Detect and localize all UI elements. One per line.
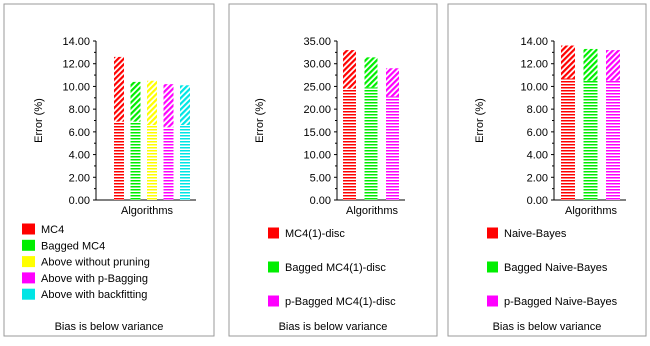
legend-label: Above with backfitting (41, 289, 147, 301)
legend-label: Bagged Naive-Bayes (504, 262, 608, 274)
chart-panel-1: 0.00 2.00 4.00 6.00 8.00 10.00 12.00 14.00 Error… (3, 3, 215, 337)
bar-bias-2 (364, 87, 378, 200)
footnote: Bias is below variance (493, 321, 602, 333)
bar-variance-2 (130, 81, 141, 122)
legend-label: Above without pruning (41, 257, 150, 269)
bar-bias-5 (180, 125, 190, 200)
y-tick-label: 15.00 (303, 127, 331, 139)
bar-bias-4 (163, 127, 174, 200)
panel-frame (228, 3, 438, 337)
legend-label: Naive-Bayes (504, 228, 567, 240)
legend-swatch (22, 239, 35, 251)
legend-swatch (268, 227, 279, 239)
chart-panel-3: 0.00 2.00 4.00 6.00 8.00 10.00 12.00 14.00 Error… (447, 3, 647, 337)
y-tick-label: 4.00 (69, 150, 90, 162)
y-axis-title: Error (%) (474, 98, 486, 143)
bar-bias-1 (343, 88, 356, 200)
footnote: Bias is below variance (279, 321, 388, 333)
y-tick-label: 12.00 (520, 59, 548, 71)
legend-swatch (22, 272, 35, 284)
y-tick-label: 0.00 (527, 195, 548, 207)
y-tick-label: 10.00 (520, 81, 548, 93)
legend-swatch (22, 256, 35, 268)
legend-label: Bagged MC4(1)-disc (285, 262, 386, 274)
bar-bias-3 (606, 80, 620, 200)
x-axis-title: Algorithms (346, 205, 398, 217)
bar-variance-2 (583, 48, 598, 81)
y-tick-label: 10.00 (62, 81, 90, 93)
bar-variance-3 (606, 50, 620, 81)
legend-label: Above with p-Bagging (41, 273, 148, 285)
legend-swatch (487, 261, 498, 273)
y-tick-label: 8.00 (69, 104, 90, 116)
panel-frame (3, 3, 215, 337)
legend-swatch (22, 288, 35, 300)
legend-swatch (268, 261, 279, 273)
y-tick-label: 14.00 (520, 36, 548, 48)
y-tick-label: 5.00 (310, 172, 331, 184)
y-tick-label: 8.00 (527, 104, 548, 116)
panel-frame (447, 3, 647, 337)
y-tick-label: 35.00 (303, 36, 331, 48)
bar-variance-2 (364, 57, 378, 88)
chart-panel-2: 0.00 5.00 10.00 15.00 20.00 25.00 30.00 35.00 Er… (228, 3, 438, 337)
y-tick-label: 4.00 (527, 150, 548, 162)
y-tick-label: 20.00 (303, 104, 331, 116)
y-tick-label: 14.00 (62, 36, 90, 48)
y-tick-label: 0.00 (69, 195, 90, 207)
bar-bias-2 (583, 80, 598, 200)
y-tick-label: 10.00 (303, 150, 331, 162)
bar-variance-4 (163, 84, 174, 128)
x-axis-title: Algorithms (121, 205, 173, 217)
bar-bias-1 (114, 121, 124, 200)
legend-swatch (22, 223, 35, 235)
bar-variance-1 (561, 45, 575, 79)
legend-swatch (268, 295, 279, 307)
y-tick-label: 25.00 (303, 81, 331, 93)
bar-variance-5 (180, 85, 190, 126)
y-tick-label: 6.00 (527, 127, 548, 139)
y-tick-label: 6.00 (69, 127, 90, 139)
legend-swatch (487, 295, 498, 307)
y-tick-label: 2.00 (527, 172, 548, 184)
legend-label: MC4(1)-disc (285, 228, 345, 240)
bar-variance-3 (386, 68, 399, 97)
bar-variance-3 (147, 80, 157, 126)
y-tick-label: 2.00 (69, 172, 90, 184)
bar-bias-2 (130, 121, 141, 200)
legend-label: p-Bagged Naive-Bayes (504, 296, 618, 308)
x-axis-title: Algorithms (565, 205, 617, 217)
y-tick-label: 30.00 (303, 59, 331, 71)
bar-bias-1 (561, 78, 575, 200)
y-axis-title: Error (%) (254, 98, 266, 143)
bar-variance-1 (343, 50, 356, 89)
legend-label: MC4 (41, 224, 64, 236)
y-tick-label: 0.00 (310, 195, 331, 207)
footnote: Bias is below variance (55, 321, 164, 333)
legend-label: Bagged MC4 (41, 240, 105, 252)
y-tick-label: 12.00 (62, 59, 90, 71)
legend-label: p-Bagged MC4(1)-disc (285, 296, 396, 308)
bar-bias-3 (386, 96, 399, 200)
bar-variance-1 (114, 56, 124, 122)
legend-swatch (487, 227, 498, 239)
y-axis-title: Error (%) (33, 98, 45, 143)
bar-bias-3 (147, 125, 157, 200)
